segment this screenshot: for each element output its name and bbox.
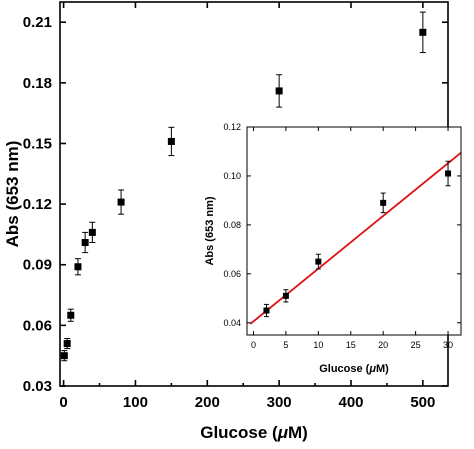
inset-data-point <box>263 307 270 314</box>
main-x-tick-label: 500 <box>410 394 435 411</box>
inset-data-point <box>445 170 452 177</box>
main-x-axis-label: Glucose (μM) <box>200 423 308 442</box>
main-data-point <box>167 137 175 145</box>
main-y-tick-label: 0.06 <box>23 317 52 334</box>
inset-plot-frame <box>246 126 462 336</box>
inset-x-tick-label: 30 <box>443 340 453 350</box>
inset-x-tick-label: 5 <box>283 340 288 350</box>
inset-data-point <box>282 292 289 299</box>
inset-x-axis-label-prefix: Glucose ( <box>319 363 369 375</box>
main-x-axis-label-suffix: M) <box>288 423 308 442</box>
inset-x-tick-label: 0 <box>251 340 256 350</box>
inset-x-axis-label: Glucose (μM) <box>319 363 389 375</box>
main-data-point <box>74 263 82 271</box>
inset-y-tick-label: 0.08 <box>223 220 241 230</box>
main-data-point <box>81 239 89 247</box>
main-x-tick-label: 200 <box>195 394 220 411</box>
main-y-tick-label: 0.12 <box>23 196 52 213</box>
main-data-point <box>117 198 125 206</box>
inset-data-point <box>315 258 322 265</box>
inset-y-tick-label: 0.12 <box>223 122 241 132</box>
inset-data-point <box>380 199 387 206</box>
main-x-tick-label: 0 <box>59 394 67 411</box>
main-x-axis-label-mu: μ <box>277 423 289 442</box>
main-y-tick-label: 0.09 <box>23 257 52 274</box>
main-y-tick-label: 0.03 <box>23 378 52 395</box>
main-x-tick-label: 300 <box>267 394 292 411</box>
main-x-tick-label: 400 <box>338 394 363 411</box>
main-data-point <box>67 311 75 319</box>
inset-y-tick-label: 0.10 <box>223 171 241 181</box>
inset-x-tick-label: 15 <box>346 340 356 350</box>
inset-y-tick-label: 0.04 <box>223 318 241 328</box>
inset-y-axis-label: Abs (653 nm) <box>204 196 216 265</box>
inset-background <box>247 127 461 335</box>
main-chart-group: 0 100 200 300 400 5000.030.060.090.120.150.18… <box>3 1 449 442</box>
main-y-tick-label: 0.15 <box>23 135 52 152</box>
inset-x-tick-label: 20 <box>378 340 388 350</box>
inset-x-tick-label: 25 <box>411 340 421 350</box>
inset-x-tick-label: 10 <box>313 340 323 350</box>
main-y-tick-label: 0.21 <box>23 14 52 31</box>
main-y-axis-label: Abs (653 nm) <box>3 141 22 248</box>
main-data-point <box>419 28 427 36</box>
main-data-point <box>60 352 68 360</box>
inset-x-axis-label-suffix: M) <box>376 363 389 375</box>
main-x-tick-label: 100 <box>123 394 148 411</box>
main-data-point <box>63 340 71 348</box>
main-x-axis-label-prefix: Glucose ( <box>200 423 278 442</box>
main-data-point <box>88 228 96 236</box>
inset-y-tick-label: 0.06 <box>223 269 241 279</box>
main-data-point <box>275 87 283 95</box>
inset-x-axis-label-mu: μ <box>368 363 376 375</box>
main-y-tick-label: 0.18 <box>23 75 52 92</box>
inset-chart-group: 0 5 10 15 20 25 30 0.04 0.06 0.08 0.10 0.12 Glucose … <box>204 122 462 375</box>
